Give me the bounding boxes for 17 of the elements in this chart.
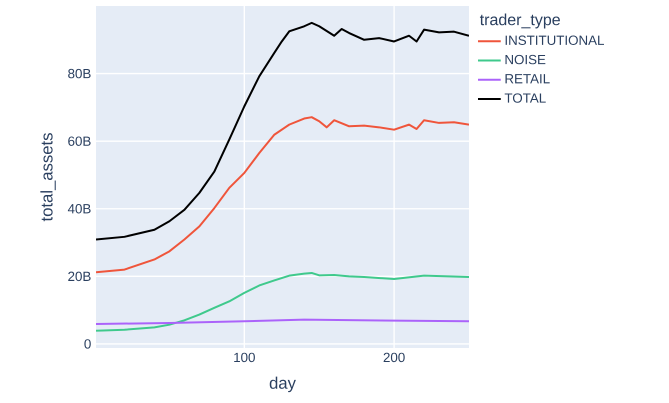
legend-label: RETAIL <box>506 74 550 84</box>
legend-title: trader_type <box>480 14 560 28</box>
x-axis-title: day <box>270 376 296 392</box>
line-series <box>96 22 469 241</box>
x-tick-label: 100 <box>234 352 255 362</box>
x-tick-label: 200 <box>384 352 405 362</box>
legend-label: NOISE <box>506 54 546 64</box>
y-axis-title: total_assets <box>40 133 56 222</box>
legend-label: INSTITUTIONAL <box>506 36 604 45</box>
y-tick-label: 40B <box>68 204 91 214</box>
y-tick-label: 60B <box>68 136 91 146</box>
y-tick-label: 80B <box>68 68 91 78</box>
y-tick-label: 0 <box>84 339 91 349</box>
y-tick-label: 20B <box>68 272 91 282</box>
legend-label: TOTAL <box>504 93 546 103</box>
line-series <box>96 116 469 274</box>
line-series <box>96 272 469 332</box>
